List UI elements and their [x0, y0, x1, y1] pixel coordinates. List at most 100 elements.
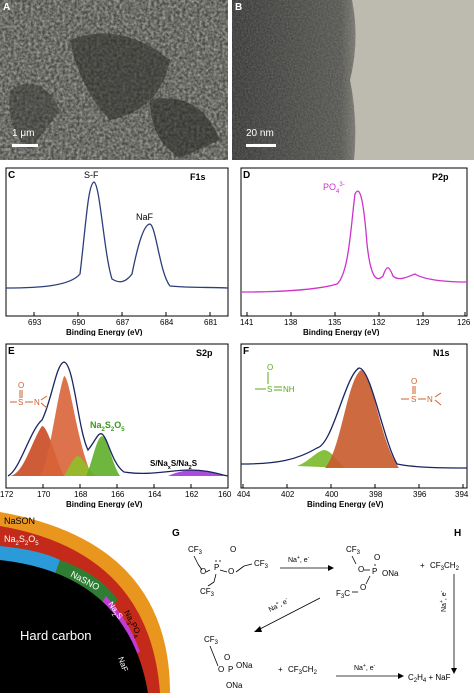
scale-text-b: 20 nm [246, 128, 274, 139]
peak-label-na2s2o5: Na2S2O5 [90, 420, 125, 433]
peak-fill-4 [86, 436, 120, 476]
tick-c-2: 687 [116, 318, 130, 327]
x-ticks [5, 484, 229, 488]
layer-label-na2s2o5: Na2S2O5 [4, 534, 39, 547]
element-label-c: F1s [190, 172, 206, 182]
scale-text-a: 1 μm [12, 128, 35, 139]
panel-label-a: A [3, 2, 11, 13]
svg-text:N: N [34, 398, 40, 407]
scale-bar-b [246, 144, 276, 147]
xps-panel-f1s: C F1s S-F NaF 693 690 687 684 681 Bindin… [0, 164, 237, 337]
tick-d-2: 135 [328, 318, 342, 327]
svg-text:Na+, e-: Na+, e- [354, 663, 376, 672]
svg-text:O: O [224, 653, 230, 662]
panel-label-f: F [243, 346, 249, 357]
x-axis-label-e: Binding Energy (eV) [66, 500, 143, 508]
svg-text:O: O [358, 565, 364, 574]
layer-blue [0, 546, 60, 574]
tick-c-0: 693 [28, 318, 42, 327]
x-axis-label-d: Binding Energy (eV) [303, 328, 380, 336]
final-product: C2H4 + NaF [408, 673, 451, 684]
svg-text:O: O [267, 363, 273, 372]
plus-sign-2: + [278, 665, 283, 674]
peak-label-sulfides: S/NaxS/Na2S [150, 459, 198, 471]
panel-label-e: E [8, 346, 15, 357]
peak-label-po4: PO43- [323, 182, 345, 195]
product-phosphate: CF3 O O P ONa ONa [204, 635, 253, 690]
plot-frame [5, 167, 229, 317]
svg-text:P: P [372, 567, 377, 576]
tem-texture [232, 0, 474, 160]
svg-text:O: O [228, 567, 234, 576]
svg-text:S: S [18, 398, 23, 407]
layer-label-nason: NaSON [4, 516, 35, 526]
tick-d-4: 129 [416, 318, 430, 327]
svg-text:CF3: CF3 [254, 559, 269, 570]
n1s-envelope [240, 367, 468, 469]
svg-text:Na+, e-: Na+, e- [267, 596, 290, 614]
intermediate-phosphate: CF3 O P O ONa O F3C [336, 545, 399, 600]
radical-cf3ch2: CF3CH2 [430, 561, 460, 572]
svg-text:O: O [18, 381, 24, 390]
reaction-arrow-3: Na+, e- [439, 574, 457, 674]
svg-text:O: O [374, 553, 380, 562]
x-ticks [246, 312, 466, 316]
peak-fill-3 [64, 456, 96, 476]
panel-label-b: B [235, 2, 243, 13]
tick-f-2: 400 [325, 490, 339, 499]
tick-e-5: 162 [185, 490, 199, 499]
plus-sign-1: + [420, 561, 425, 570]
reactant-tfep: CF3 O P O O CF3 CF3 [188, 545, 269, 598]
tick-c-4: 681 [204, 318, 218, 327]
core-label: Hard carbon [20, 628, 92, 643]
xps-panel-p2p: D P2p PO43- 141 138 135 132 129 126 Bind… [237, 164, 474, 337]
peak-fill-n2 [325, 370, 399, 468]
f1s-spectrum [5, 181, 229, 289]
svg-text:S: S [267, 385, 272, 394]
radical-cf3ch2-bottom: CF3CH2 [288, 665, 318, 676]
tick-f-5: 394 [455, 490, 469, 499]
peak-fill-2 [40, 376, 92, 476]
tick-d-1: 138 [284, 318, 298, 327]
reaction-arrow-2: Na+, e- [254, 596, 321, 632]
svg-text:O: O [411, 377, 417, 386]
x-axis-label-c: Binding Energy (eV) [66, 328, 143, 336]
tem-image-panel: B 20 nm [232, 0, 474, 160]
sei-schematic: NaSON Na2S2O5 NaSNO Na2S Na3PO4 NaF Hard… [0, 512, 170, 693]
svg-text:O: O [200, 567, 206, 576]
tick-d-5: 126 [457, 318, 471, 327]
xps-panel-n1s: F N1s O S NH O S N 404 402 400 398 396 3… [237, 340, 474, 509]
panel-label-c: C [8, 170, 15, 181]
sem-texture [0, 0, 228, 160]
svg-text:O: O [218, 665, 224, 674]
svg-text:F3C: F3C [336, 589, 350, 600]
x-ticks [242, 484, 464, 488]
svg-text:Na+, e-: Na+, e- [439, 590, 448, 612]
reaction-arrow-1: Na+, e- [280, 555, 334, 571]
tick-f-4: 396 [413, 490, 427, 499]
svg-text:CF3: CF3 [200, 587, 215, 598]
svg-text:S: S [411, 395, 416, 404]
hard-carbon-core [0, 560, 148, 693]
sulfonamide-structure-e: O S N [10, 381, 48, 409]
svg-text:ONa: ONa [226, 681, 243, 690]
plot-frame [240, 343, 468, 489]
plot-frame [240, 167, 468, 317]
svg-text:NH: NH [283, 385, 295, 394]
svg-text:CF3: CF3 [204, 635, 219, 646]
tick-d-3: 132 [372, 318, 386, 327]
x-ticks [33, 312, 211, 316]
svg-text:P: P [214, 563, 219, 572]
svg-text:O: O [360, 583, 366, 592]
panel-label-g: G [172, 528, 180, 539]
panel-label-d: D [243, 170, 250, 181]
scale-bar-a [12, 144, 38, 147]
tick-f-1: 402 [281, 490, 295, 499]
xps-panel-s2p: E S2p O S N Na2S2O5 S/NaxS/Na2S 172 170 … [0, 340, 237, 509]
s2p-envelope [7, 361, 229, 477]
tick-e-4: 164 [148, 490, 162, 499]
tick-f-3: 398 [369, 490, 383, 499]
p2p-spectrum [240, 190, 468, 293]
tick-c-1: 690 [72, 318, 86, 327]
panel-label-h: H [454, 528, 461, 539]
